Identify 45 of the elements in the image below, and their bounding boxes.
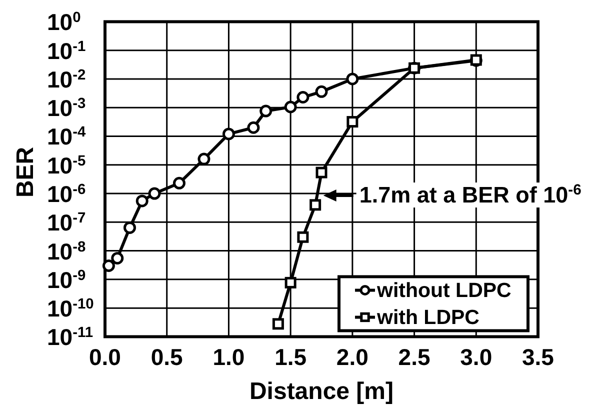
y-tick-label: 10$^{-7}$ xyxy=(47,210,86,236)
point xyxy=(315,85,328,98)
y-tick-label: 10$^{-1}$ xyxy=(47,38,86,64)
point xyxy=(296,91,310,104)
x-tick-label: 1.0 xyxy=(212,344,245,370)
point xyxy=(346,116,358,128)
x-tick-label: 0.5 xyxy=(150,344,184,370)
point xyxy=(310,199,322,211)
legend-label: without LDPC xyxy=(376,279,512,302)
point xyxy=(148,187,161,200)
point xyxy=(297,231,309,243)
y-axis-title: BER xyxy=(12,146,39,198)
point xyxy=(316,166,328,178)
x-tick-label: 2.5 xyxy=(398,344,430,370)
x-tick-label: 2.0 xyxy=(336,344,368,370)
y-tick-label: 10$^{-2}$ xyxy=(47,66,86,92)
point xyxy=(172,176,186,190)
y-tick-label: 10$^{-10}$ xyxy=(47,296,94,322)
y-tick-label: 10$^{-9}$ xyxy=(47,266,86,293)
point xyxy=(284,100,297,114)
point xyxy=(408,62,420,74)
x-axis-title: Distance [m] xyxy=(249,378,394,405)
x-tick-label: 1.5 xyxy=(274,344,307,370)
point xyxy=(260,104,272,118)
point xyxy=(470,54,482,66)
legend-label: with LDPC xyxy=(376,306,480,330)
y-tick-label: 10$^{-5}$ xyxy=(47,152,86,178)
y-tick-label: 10$^{-3}$ xyxy=(47,95,86,122)
point xyxy=(136,194,148,208)
point xyxy=(284,276,296,288)
point xyxy=(346,72,359,86)
point xyxy=(198,152,210,166)
point xyxy=(222,128,235,140)
y-tick-label: 10$^{-4}$ xyxy=(47,124,86,150)
x-tick-label: 3.0 xyxy=(460,344,492,370)
x-tick-label: 3.5 xyxy=(522,344,554,370)
point xyxy=(247,121,260,134)
point xyxy=(272,318,284,330)
y-tick-label: 10$^{-6}$ xyxy=(47,181,86,208)
y-tick-label: 10$^{0}$ xyxy=(47,9,81,36)
point xyxy=(123,221,136,234)
point xyxy=(111,252,124,264)
point xyxy=(102,260,115,272)
annotation: 1.7m at a BER of 10$^{-6}$ xyxy=(359,182,582,208)
y-tick-label: 10$^{-8}$ xyxy=(47,238,86,264)
